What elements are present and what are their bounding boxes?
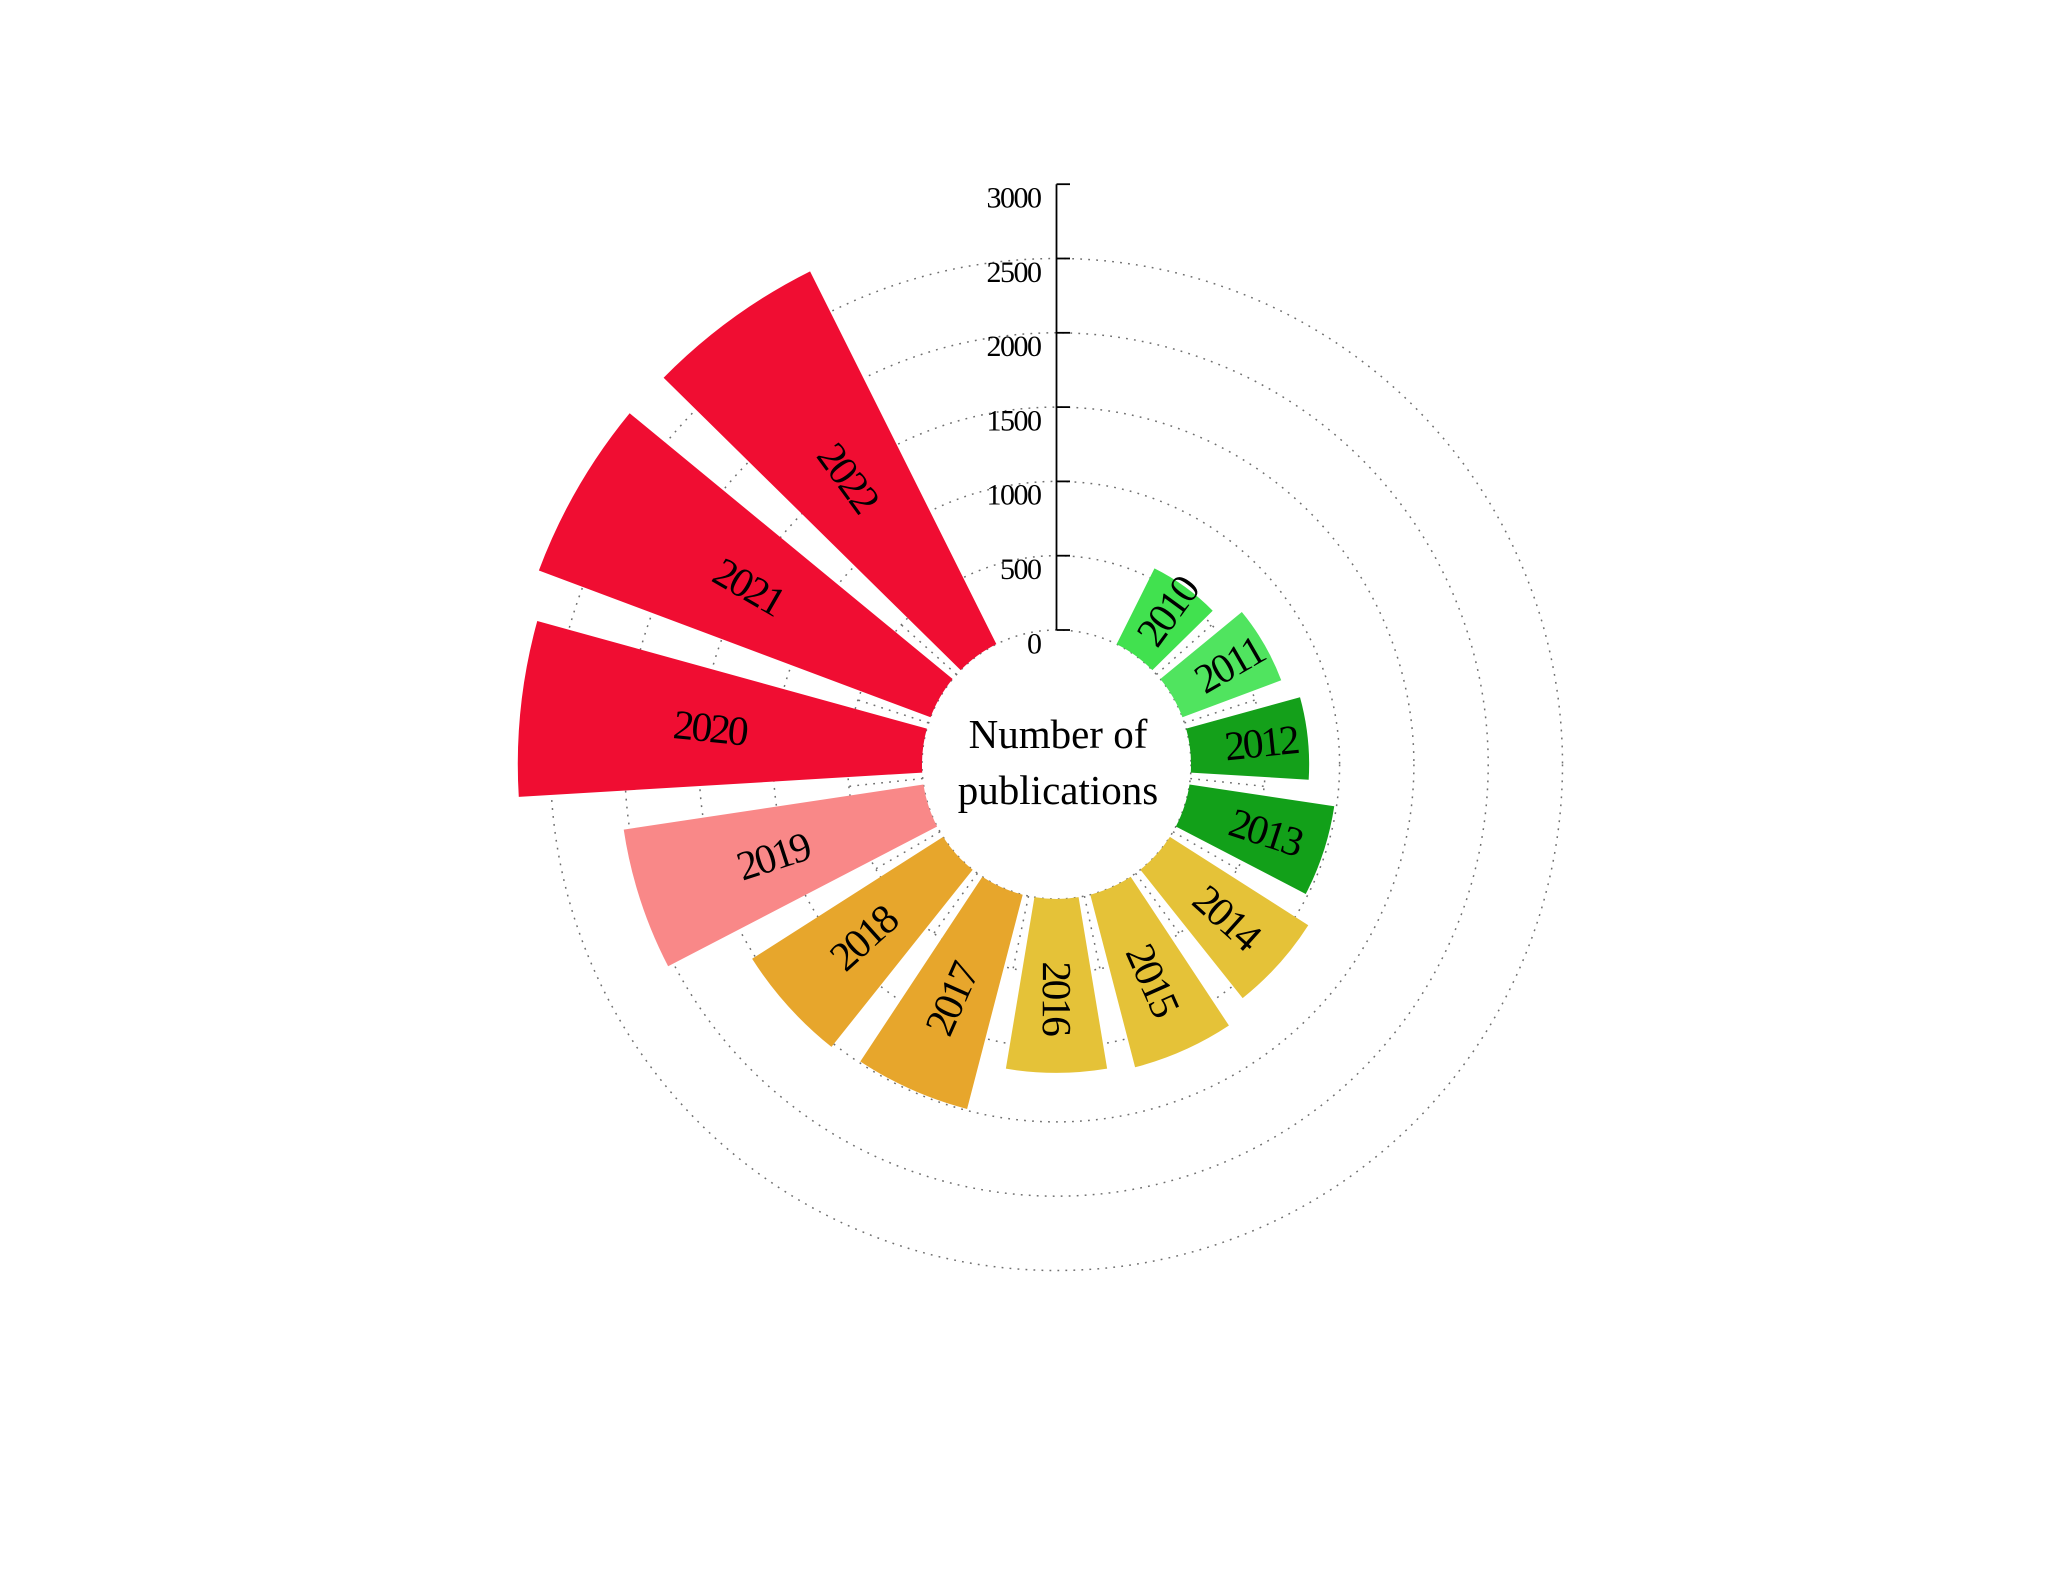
svg-text:2020: 2020: [671, 701, 750, 755]
svg-text:1500: 1500: [987, 404, 1042, 437]
svg-text:2012: 2012: [1222, 716, 1300, 769]
svg-text:Number of: Number of: [969, 711, 1148, 757]
svg-text:2000: 2000: [987, 330, 1042, 363]
svg-text:0: 0: [1027, 627, 1041, 660]
svg-text:2500: 2500: [987, 256, 1042, 289]
svg-text:2016: 2016: [1034, 961, 1080, 1036]
svg-text:3000: 3000: [987, 182, 1042, 215]
svg-text:1000: 1000: [987, 479, 1042, 512]
svg-text:publications: publications: [958, 767, 1158, 813]
svg-text:500: 500: [1000, 553, 1041, 586]
